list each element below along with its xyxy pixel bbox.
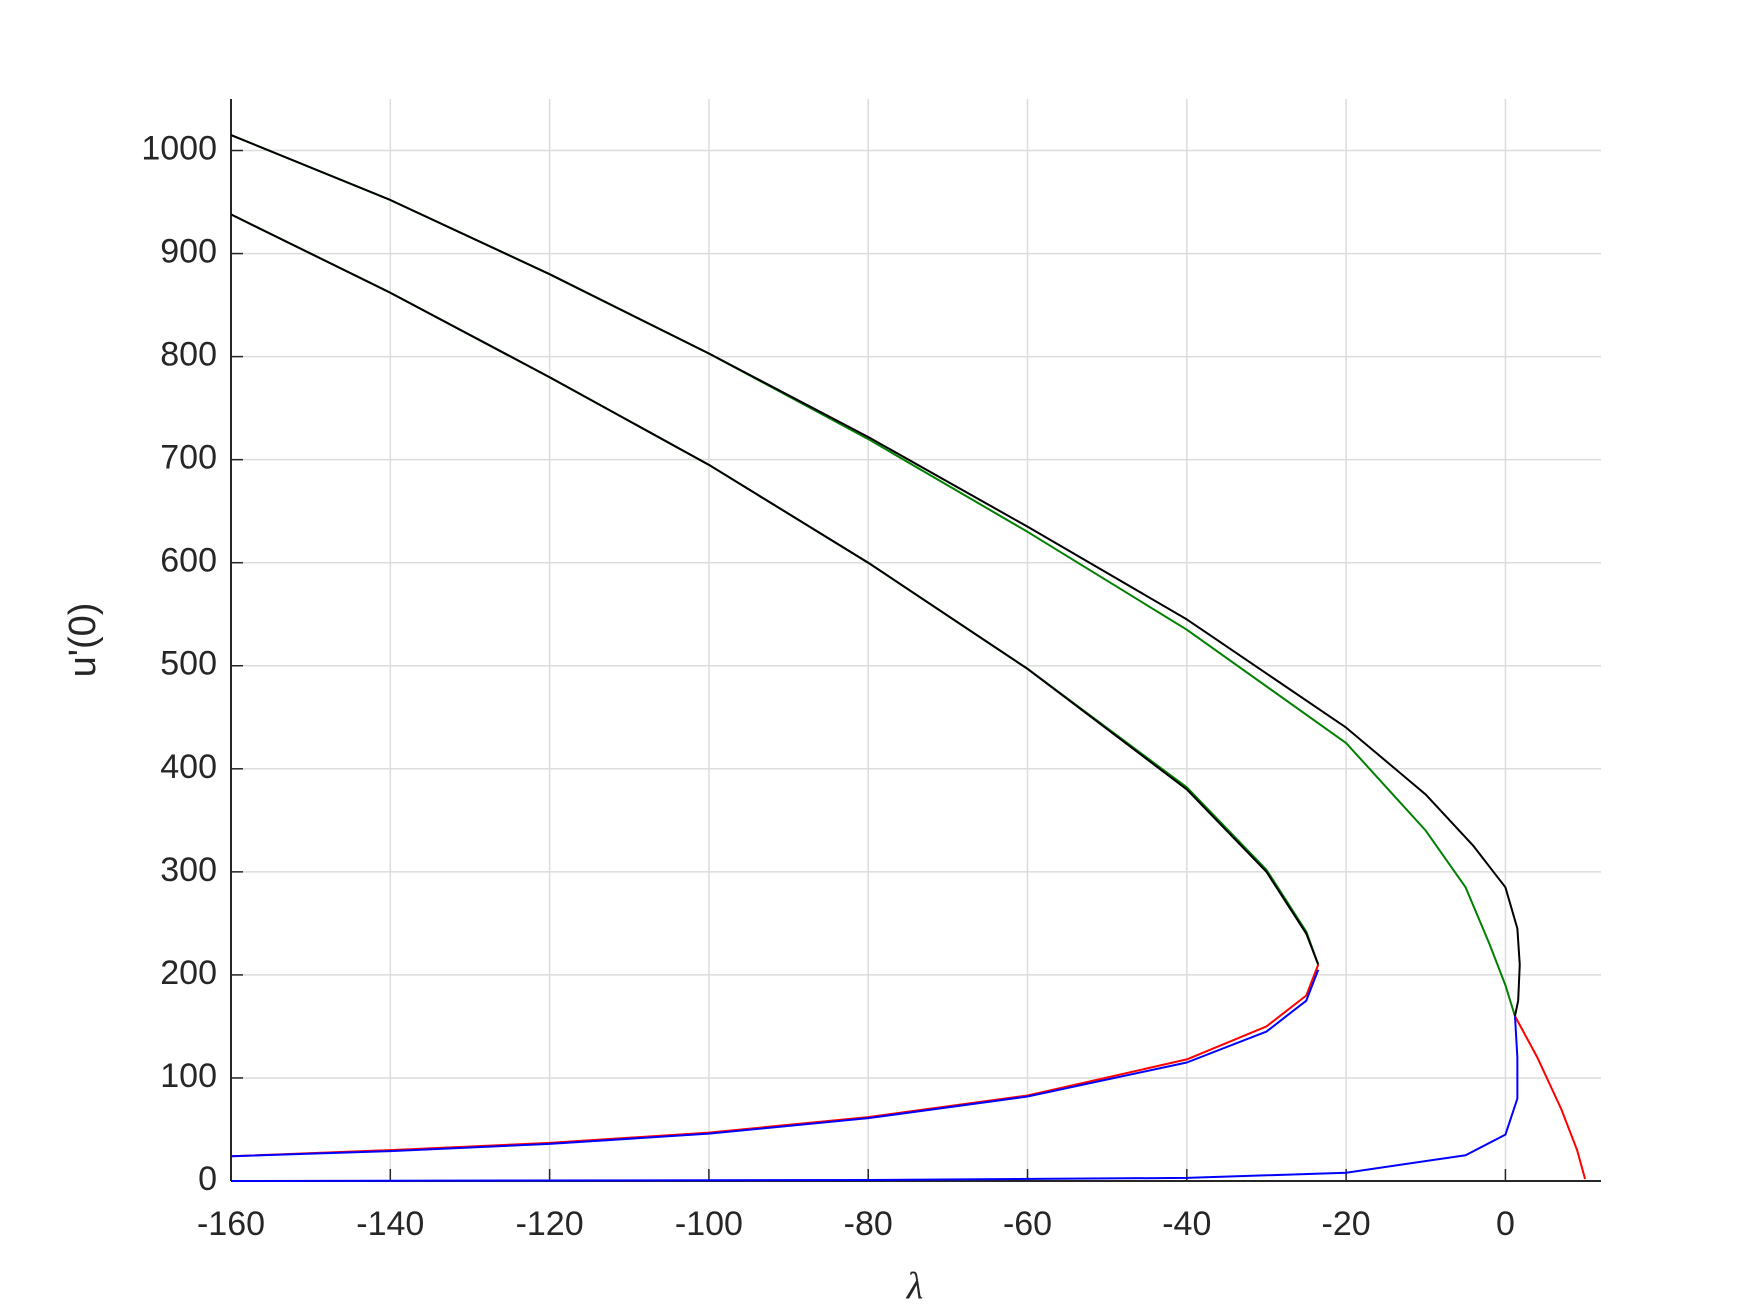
x-tick-label: 0 — [1496, 1205, 1515, 1243]
x-tick-label: -80 — [844, 1205, 893, 1243]
y-tick-label: 600 — [160, 542, 217, 580]
x-tick-label: -60 — [1003, 1205, 1052, 1243]
curve — [230, 969, 1320, 1158]
x-tick-label: -100 — [675, 1205, 743, 1243]
x-tick-label: -120 — [516, 1205, 584, 1243]
y-tick-label: 0 — [198, 1160, 217, 1198]
x-tick-label: -160 — [197, 1205, 265, 1243]
curve — [230, 213, 1320, 965]
y-tick-label: 900 — [160, 233, 217, 271]
x-tick-label: -40 — [1162, 1205, 1211, 1243]
y-tick-label: 700 — [160, 439, 217, 477]
x-tick-label: -20 — [1322, 1205, 1371, 1243]
y-tick-label: 800 — [160, 336, 217, 374]
y-tick-label: 100 — [160, 1057, 217, 1095]
curve — [230, 1016, 1519, 1182]
curve — [1514, 1015, 1587, 1180]
curve — [230, 134, 1521, 1017]
y-tick-label: 500 — [160, 645, 217, 683]
y-tick-label: 1000 — [141, 130, 217, 168]
x-tick-label: -140 — [356, 1205, 424, 1243]
curve — [230, 134, 1516, 1017]
y-tick-label: 400 — [160, 748, 217, 786]
x-axis-label: λ — [906, 1266, 923, 1308]
curve — [230, 964, 1320, 1158]
y-tick-label: 300 — [160, 851, 217, 889]
y-axis-label: u'(0) — [62, 603, 104, 678]
y-tick-label: 200 — [160, 954, 217, 992]
curve — [230, 213, 1320, 965]
